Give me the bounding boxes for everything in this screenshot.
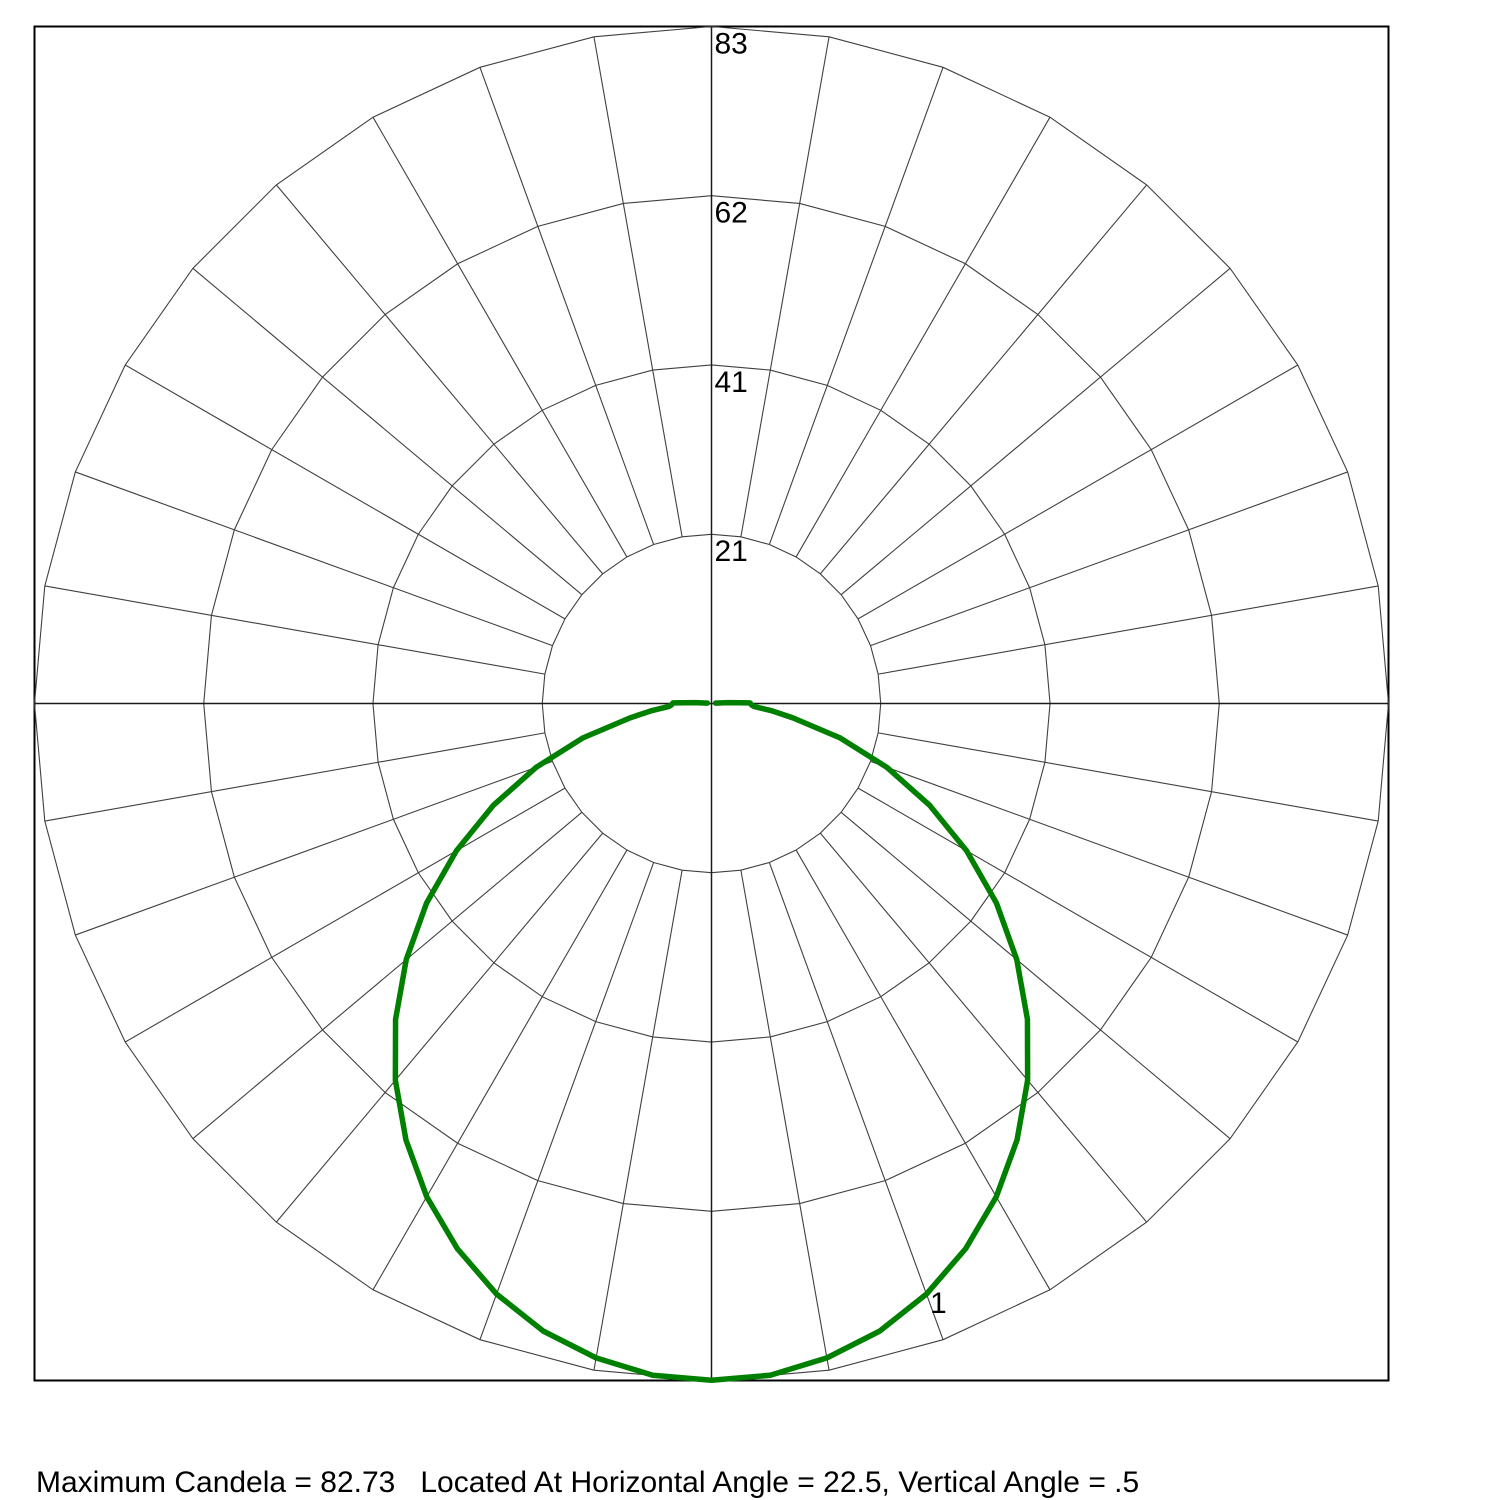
polar-candela-chart: 1 21 41 62 83 <box>33 25 1390 1383</box>
chart-footer: Maximum Candela = 82.73 Located At Horiz… <box>36 1402 1139 1500</box>
angle-spoke-150 <box>795 849 1051 1291</box>
angle-spoke-60 <box>857 364 1299 620</box>
angle-spoke-230 <box>192 811 583 1140</box>
angle-spoke-190 <box>593 870 683 1371</box>
ring-label-21: 21 <box>715 535 748 568</box>
angle-spoke-310 <box>192 267 583 596</box>
ring-label-41: 41 <box>715 366 748 399</box>
angle-spoke-210 <box>372 849 628 1291</box>
angle-spoke-280 <box>44 585 545 675</box>
candela-curve-1 <box>392 699 1031 1383</box>
angle-spoke-10 <box>740 36 830 537</box>
angle-spoke-140 <box>819 832 1148 1223</box>
ring-label-62: 62 <box>715 197 748 230</box>
angle-spoke-120 <box>857 787 1299 1043</box>
angle-spoke-130 <box>840 811 1231 1140</box>
max-candela-summary: Maximum Candela = 82.73 Located At Horiz… <box>36 1466 1140 1499</box>
angle-spoke-20 <box>768 67 944 545</box>
angle-spoke-110 <box>870 760 1348 936</box>
angle-spoke-290 <box>75 471 553 647</box>
angle-spoke-170 <box>740 870 830 1371</box>
angle-spoke-40 <box>819 184 1148 575</box>
angle-spoke-300 <box>124 364 566 620</box>
curve-number-label: 1 <box>930 1287 947 1320</box>
angle-spoke-200 <box>479 862 655 1340</box>
angle-spoke-260 <box>44 732 545 822</box>
angle-spoke-330 <box>372 116 628 558</box>
angle-spoke-320 <box>275 184 604 575</box>
angle-spoke-250 <box>75 760 553 936</box>
angle-spoke-240 <box>124 787 566 1043</box>
angle-spoke-50 <box>840 267 1231 596</box>
ring-label-83: 83 <box>715 27 748 60</box>
angle-spoke-160 <box>768 862 944 1340</box>
angle-spoke-220 <box>275 832 604 1223</box>
angle-spoke-350 <box>593 36 683 537</box>
angle-spoke-80 <box>878 585 1379 675</box>
angle-spoke-70 <box>870 471 1348 647</box>
angle-spoke-30 <box>795 116 1051 558</box>
angle-spoke-340 <box>479 67 655 545</box>
angle-spoke-100 <box>878 732 1379 822</box>
